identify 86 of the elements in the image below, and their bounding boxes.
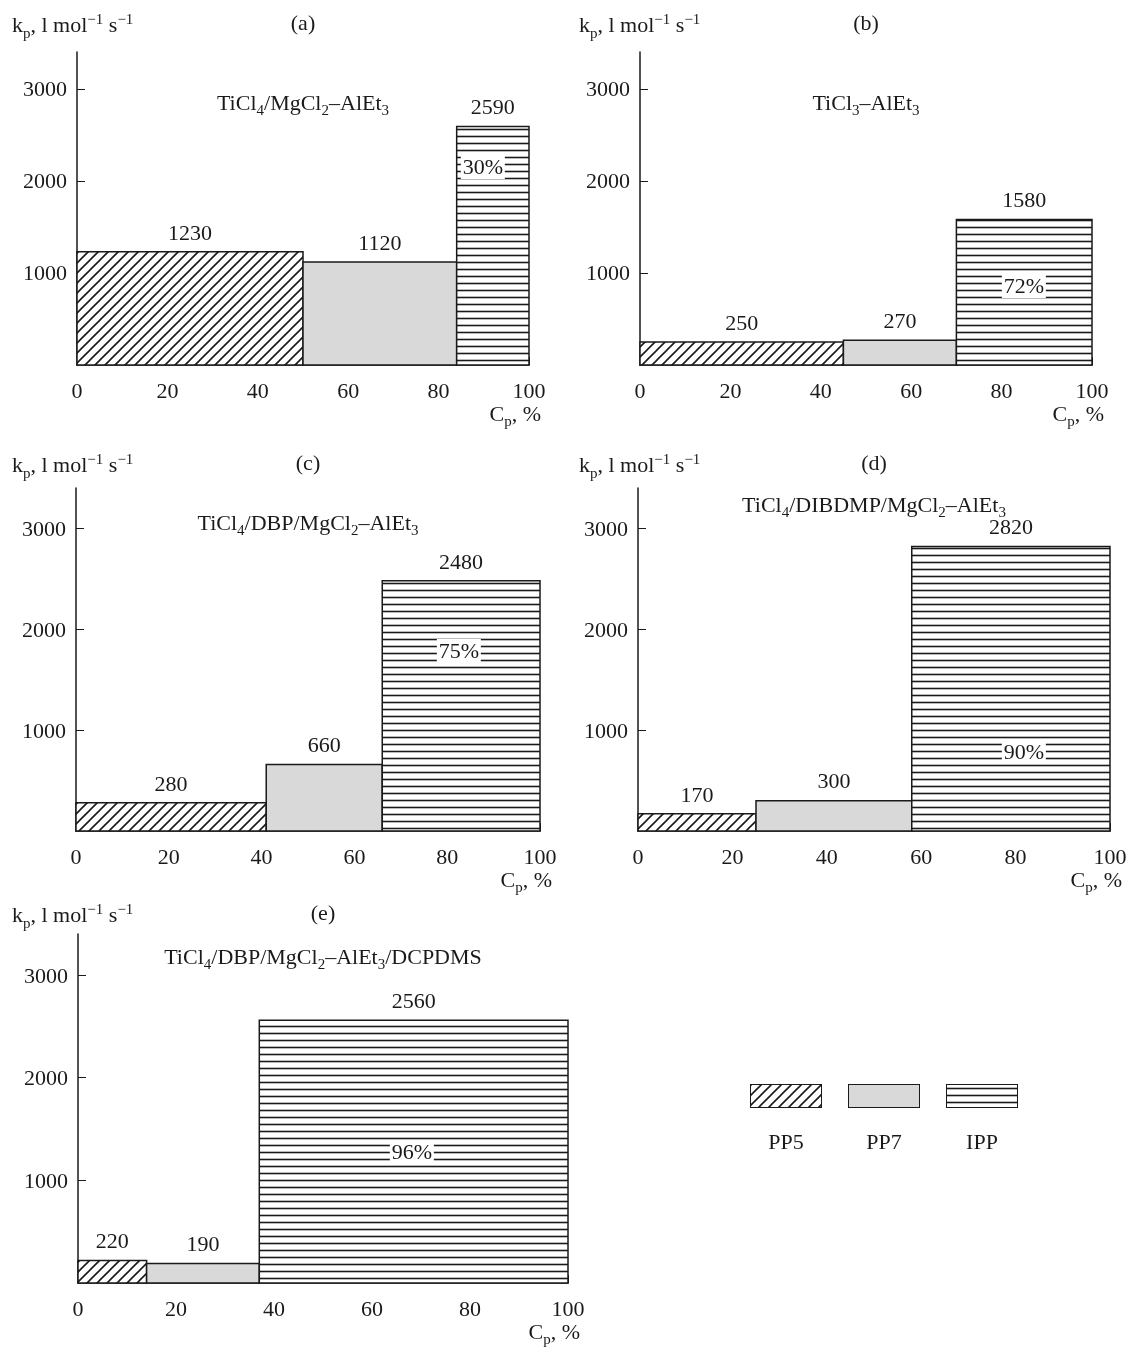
x-tick-label: 20 [156,377,179,403]
x-tick-label: 0 [634,377,646,403]
annotation: 72% [1001,273,1047,298]
x-tick-label: 80 [459,1295,481,1321]
y-axis-title: k$_{p}$, l mol$^{−1}$ s$^{−1}$ [579,451,701,481]
y-tick-label: 2000 [586,168,630,194]
text: TiCl$_{3}$–AlEt$_{3}$ [812,90,920,119]
x-tick-label: 0 [72,1295,84,1321]
x-tick-label: 100 [512,377,546,403]
text: PP7 [866,1129,902,1154]
x-tick-label: 100 [1075,377,1109,403]
data-label: 1230 [168,219,212,245]
y-tick-label: 3000 [584,515,628,541]
annotation: 75% [436,638,482,663]
x-tick-label: 40 [263,1295,285,1321]
y-tick-label: 3000 [586,76,630,102]
text: TiCl$_{4}$/DBP/MgCl$_{2}$–AlEt$_{3}$ [197,510,419,539]
text: TiCl$_{4}$/DBP/MgCl$_{2}$–AlEt$_{3}$/DCPDMS [164,944,482,973]
annotation: 96% [389,1139,435,1164]
data-label: 250 [725,309,759,335]
x-tick-label: 40 [809,377,832,403]
x-tick-label: 80 [436,843,459,869]
annotation: 90% [1001,739,1047,764]
chart-title: (d) [861,450,887,475]
x-tick-label: 40 [246,377,269,403]
x-tick-label: 0 [70,843,82,869]
y-tick-label: 3000 [23,76,67,102]
x-tick-label: 40 [815,843,838,869]
x-tick-label: 80 [1004,843,1027,869]
x-tick-label: 80 [990,377,1013,403]
data-label: 220 [95,1228,129,1254]
y-tick-label: 1000 [23,260,67,286]
y-tick-label: 1000 [22,717,66,743]
x-tick-label: 0 [632,843,644,869]
x-tick-label: 60 [337,377,360,403]
x-axis-title: C$_{p}$, % [1070,867,1122,896]
x-tick-label: 80 [427,377,450,403]
chart-title: (e) [310,900,336,925]
data-label: 2560 [391,987,436,1013]
chart-title: (c) [295,450,321,475]
data-label: 190 [186,1231,220,1257]
data-label: 660 [307,732,341,758]
x-tick-label: 100 [1093,843,1127,869]
data-label: 300 [817,768,851,794]
chart-title: (a) [290,10,316,35]
x-tick-label: 0 [71,377,83,403]
y-tick-label: 2000 [24,1065,68,1091]
text: IPP [966,1129,998,1154]
y-axis-title: k$_{p}$, l mol$^{−1}$ s$^{−1}$ [12,11,134,41]
chart-title: (b) [853,10,879,35]
y-tick-label: 1000 [24,1167,68,1193]
text: PP5 [768,1129,804,1154]
x-tick-label: 60 [910,843,933,869]
x-tick-label: 60 [343,843,366,869]
data-label: 1580 [1002,187,1047,213]
x-tick-label: 40 [250,843,273,869]
x-axis-title: C$_{p}$, % [1052,401,1104,430]
data-label: 2480 [439,548,484,574]
y-tick-label: 3000 [22,515,66,541]
x-axis-title: C$_{p}$, % [528,1319,580,1348]
data-label: 170 [680,781,714,807]
y-tick-label: 2000 [22,616,66,642]
y-tick-label: 2000 [584,616,628,642]
x-tick-label: 100 [523,843,557,869]
x-tick-label: 20 [165,1295,187,1321]
data-label: 1120 [358,229,402,255]
x-tick-label: 100 [551,1295,585,1321]
x-axis-title: C$_{p}$, % [489,401,541,430]
x-tick-label: 20 [721,843,744,869]
x-tick-label: 60 [361,1295,383,1321]
x-axis-title: C$_{p}$, % [500,867,552,896]
annotation: 30% [460,154,506,179]
y-axis-title: k$_{p}$, l mol$^{−1}$ s$^{−1}$ [579,11,701,41]
x-tick-label: 20 [157,843,180,869]
data-label: 280 [154,770,188,796]
y-tick-label: 3000 [24,962,68,988]
x-tick-label: 60 [900,377,923,403]
y-tick-label: 1000 [584,717,628,743]
y-axis-title: k$_{p}$, l mol$^{−1}$ s$^{−1}$ [12,901,134,931]
y-tick-label: 2000 [23,168,67,194]
y-tick-label: 1000 [586,260,630,286]
y-axis-title: k$_{p}$, l mol$^{−1}$ s$^{−1}$ [12,451,134,481]
data-label: 2590 [470,94,515,120]
data-label: 270 [883,307,917,333]
text: TiCl$_{4}$/MgCl$_{2}$–AlEt$_{3}$ [216,90,390,119]
x-tick-label: 20 [719,377,742,403]
